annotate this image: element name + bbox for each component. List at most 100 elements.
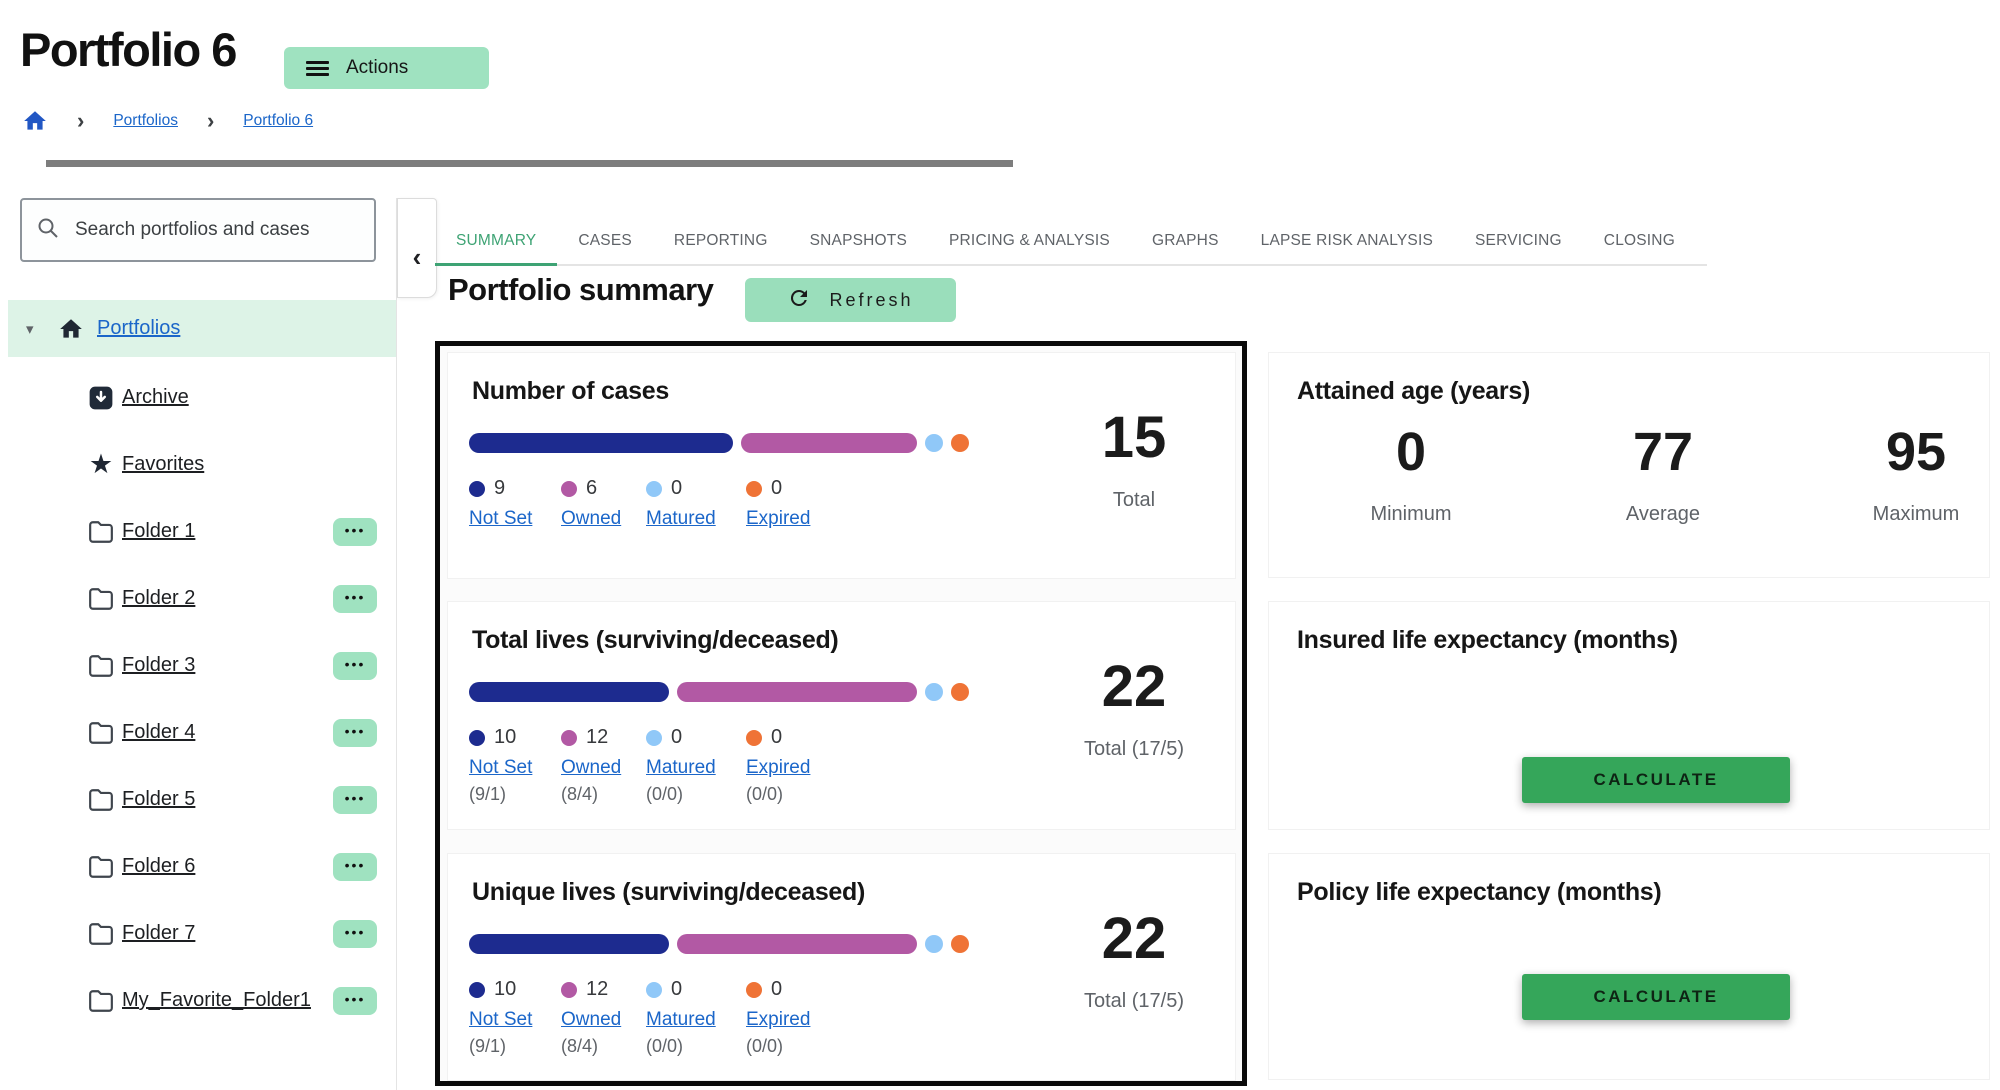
owned-link[interactable]: Owned <box>561 508 622 529</box>
folder-menu-button[interactable]: ••• <box>333 919 377 948</box>
matured-link[interactable]: Matured <box>646 508 716 529</box>
sidebar-item-folder-1[interactable]: Folder 1 ••• <box>0 498 396 565</box>
legend-value: 12 <box>586 726 609 748</box>
tab-cases[interactable]: CASES <box>578 232 632 249</box>
tab-graphs[interactable]: GRAPHS <box>1151 232 1219 249</box>
legend-value: 0 <box>671 477 683 499</box>
status-bar <box>469 934 969 954</box>
breadcrumb-link-portfolio-6[interactable]: Portfolio 6 <box>243 112 314 129</box>
ellipsis-icon: ••• <box>344 656 366 672</box>
folder-menu-button[interactable]: ••• <box>333 852 377 881</box>
not-set-link[interactable]: Not Set <box>469 1009 533 1030</box>
sidebar-item-folder-3[interactable]: Folder 3 ••• <box>0 632 396 699</box>
sidebar-item-label[interactable]: Favorites <box>122 453 205 475</box>
chevron-right-icon: › <box>206 108 215 133</box>
folder-icon <box>86 654 116 678</box>
legend-item-matured: 0 Matured (0/0) <box>646 978 746 1057</box>
sidebar-item-archive[interactable]: Archive <box>0 364 396 431</box>
sidebar-item-label[interactable]: My_Favorite_Folder1 <box>122 989 311 1011</box>
caret-down-icon[interactable]: ▾ <box>26 320 34 338</box>
header-divider <box>46 160 1013 167</box>
bar-segment-matured <box>925 434 943 452</box>
calculate-button[interactable]: CALCULATE <box>1522 757 1790 803</box>
folder-icon <box>86 520 116 544</box>
card-title: Total lives (surviving/deceased) <box>472 626 839 654</box>
bar-segment-expired <box>951 935 969 953</box>
actions-button-label: Actions <box>346 57 409 78</box>
matured-link[interactable]: Matured <box>646 757 716 778</box>
sidebar-item-my-favorite-folder1[interactable]: My_Favorite_Folder1 ••• <box>0 967 396 1034</box>
sidebar-item-folder-2[interactable]: Folder 2 ••• <box>0 565 396 632</box>
sidebar-item-label[interactable]: Folder 7 <box>122 922 196 944</box>
legend-sub-value: (0/0) <box>646 784 684 804</box>
search-input[interactable] <box>73 218 360 242</box>
folder-menu-button[interactable]: ••• <box>333 785 377 814</box>
expired-link[interactable]: Expired <box>746 508 811 529</box>
folder-menu-button[interactable]: ••• <box>333 584 377 613</box>
sidebar-item-label[interactable]: Folder 6 <box>122 855 196 877</box>
folder-menu-button[interactable]: ••• <box>333 986 377 1015</box>
folder-menu-button[interactable]: ••• <box>333 517 377 546</box>
legend-dot <box>746 480 762 497</box>
tab-reporting[interactable]: REPORTING <box>673 232 768 249</box>
portfolios-root-link[interactable]: Portfolios <box>97 317 181 339</box>
expired-link[interactable]: Expired <box>746 1009 811 1030</box>
sidebar-item-folder-6[interactable]: Folder 6 ••• <box>0 833 396 900</box>
legend-sub-value: (0/0) <box>646 1036 684 1056</box>
folder-menu-button[interactable]: ••• <box>333 651 377 680</box>
search-box <box>20 198 376 262</box>
tab-servicing[interactable]: SERVICING <box>1475 232 1562 249</box>
tab-closing[interactable]: CLOSING <box>1603 232 1675 249</box>
legend-item-expired: 0 Expired <box>746 477 810 530</box>
folder-menu-button[interactable]: ••• <box>333 718 377 747</box>
tab-summary[interactable]: SUMMARY <box>435 218 558 266</box>
sidebar-item-label[interactable]: Folder 4 <box>122 721 196 743</box>
sidebar-item-label[interactable]: Folder 1 <box>122 520 196 542</box>
owned-link[interactable]: Owned <box>561 757 622 778</box>
bar-segment-not-set <box>469 682 669 702</box>
tab-lapse-risk-analysis[interactable]: LAPSE RISK ANALYSIS <box>1260 232 1433 249</box>
tab-pricing-analysis[interactable]: PRICING & ANALYSIS <box>949 232 1110 249</box>
owned-link[interactable]: Owned <box>561 1009 622 1030</box>
sidebar-item-folder-7[interactable]: Folder 7 ••• <box>0 900 396 967</box>
not-set-link[interactable]: Not Set <box>469 508 533 529</box>
sidebar-item-label[interactable]: Archive <box>122 386 189 408</box>
legend-dot <box>561 729 577 746</box>
archive-icon <box>86 385 116 411</box>
sidebar-item-folder-5[interactable]: Folder 5 ••• <box>0 766 396 833</box>
legend-value: 10 <box>494 978 517 1000</box>
sidebar-item-label[interactable]: Folder 2 <box>122 587 196 609</box>
total-block: 15 Total <box>1056 409 1212 512</box>
sidebar-item-folder-4[interactable]: Folder 4 ••• <box>0 699 396 766</box>
legend-value: 9 <box>494 477 506 499</box>
ellipsis-icon: ••• <box>344 522 366 538</box>
sidebar-item-label[interactable]: Folder 5 <box>122 788 196 810</box>
sidebar-item-label[interactable]: Folder 3 <box>122 654 196 676</box>
legend-sub-value: (0/0) <box>746 784 784 804</box>
total-label: Total <box>1112 489 1156 511</box>
legend-dot <box>646 729 662 746</box>
tab-snapshots[interactable]: SNAPSHOTS <box>809 232 907 249</box>
not-set-link[interactable]: Not Set <box>469 757 533 778</box>
status-legend: 10 Not Set (9/1) 12 Owned (8/4) 0 Mature… <box>469 978 810 1057</box>
legend-dot <box>469 981 485 998</box>
legend-item-expired: 0 Expired (0/0) <box>746 726 810 805</box>
page-title: Portfolio 6 <box>20 23 237 76</box>
breadcrumb-link-portfolios[interactable]: Portfolios <box>113 112 178 129</box>
legend-dot <box>646 981 662 998</box>
calculate-button[interactable]: CALCULATE <box>1522 974 1790 1020</box>
sidebar-item-portfolios[interactable]: ▾ Portfolios <box>8 300 396 357</box>
refresh-button[interactable]: Refresh <box>745 278 956 322</box>
legend-value: 12 <box>586 978 609 1000</box>
stat-value: 0 <box>1395 422 1427 482</box>
chevron-right-icon: › <box>77 108 85 133</box>
actions-button[interactable]: Actions <box>284 47 489 89</box>
legend-dot <box>746 981 762 998</box>
sidebar-collapse-button[interactable]: ‹ <box>397 198 437 298</box>
folder-icon <box>86 855 116 879</box>
matured-link[interactable]: Matured <box>646 1009 716 1030</box>
home-icon[interactable] <box>22 108 48 134</box>
expired-link[interactable]: Expired <box>746 757 811 778</box>
legend-item-not-set: 10 Not Set (9/1) <box>469 726 561 805</box>
sidebar-item-favorites[interactable]: ★ Favorites <box>0 431 396 498</box>
